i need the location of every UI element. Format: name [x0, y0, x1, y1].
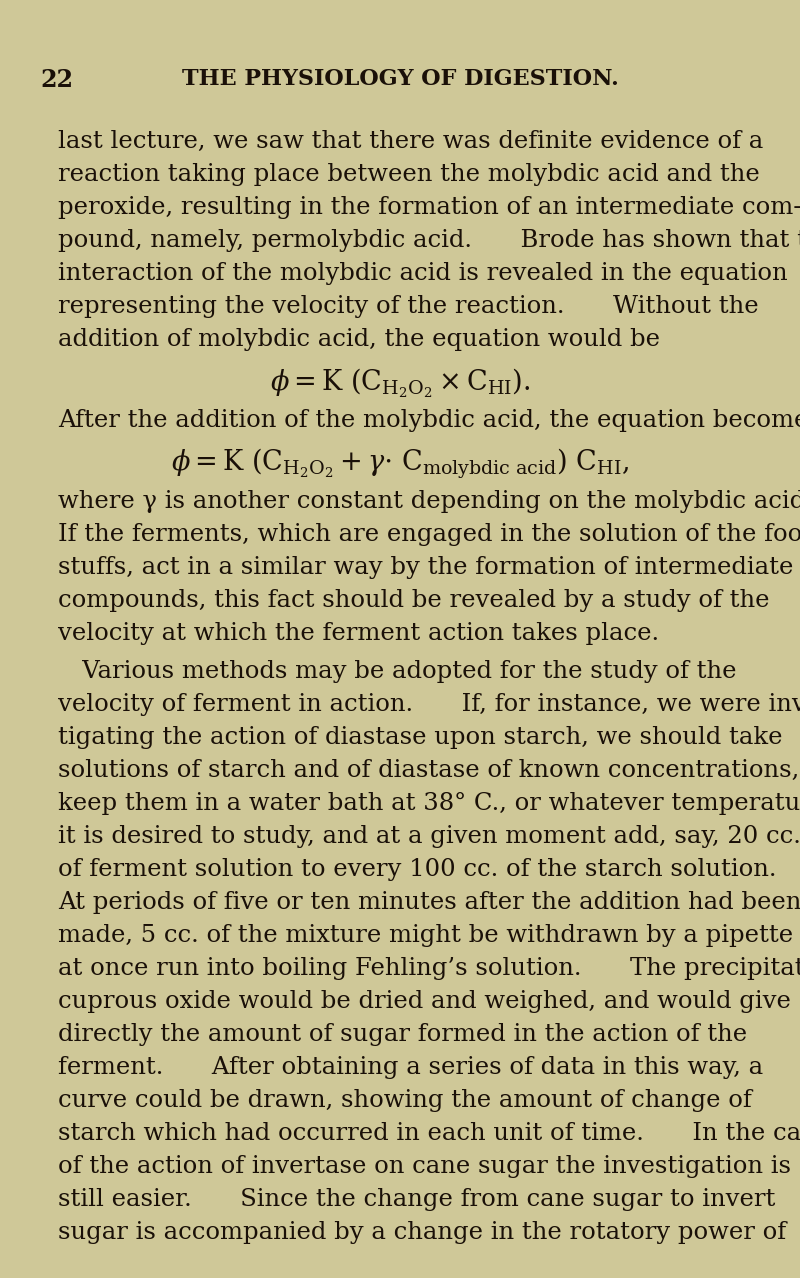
Text: $\phi = \mathrm{K}\ (\mathrm{C}_{\mathrm{H_{2}O_{2}}} + \gamma{\cdot}\ \mathrm{C: $\phi = \mathrm{K}\ (\mathrm{C}_{\mathrm…: [171, 447, 629, 482]
Text: last lecture, we saw that there was definite evidence of a: last lecture, we saw that there was defi…: [58, 130, 763, 153]
Text: interaction of the molybdic acid is revealed in the equation: interaction of the molybdic acid is reve…: [58, 262, 788, 285]
Text: of ferment solution to every 100 cc. of the starch solution.: of ferment solution to every 100 cc. of …: [58, 858, 777, 881]
Text: addition of molybdic acid, the equation would be: addition of molybdic acid, the equation …: [58, 328, 660, 351]
Text: Various methods may be adopted for the study of the: Various methods may be adopted for the s…: [58, 659, 737, 682]
Text: directly the amount of sugar formed in the action of the: directly the amount of sugar formed in t…: [58, 1022, 747, 1045]
Text: 22: 22: [40, 68, 73, 92]
Text: made, 5 cc. of the mixture might be withdrawn by a pipette and: made, 5 cc. of the mixture might be with…: [58, 924, 800, 947]
Text: If the ferments, which are engaged in the solution of the food-: If the ferments, which are engaged in th…: [58, 523, 800, 546]
Text: compounds, this fact should be revealed by a study of the: compounds, this fact should be revealed …: [58, 589, 770, 612]
Text: still easier.  Since the change from cane sugar to invert: still easier. Since the change from cane…: [58, 1189, 775, 1212]
Text: At periods of five or ten minutes after the addition had been: At periods of five or ten minutes after …: [58, 891, 800, 914]
Text: stuffs, act in a similar way by the formation of intermediate: stuffs, act in a similar way by the form…: [58, 556, 794, 579]
Text: where γ is another constant depending on the molybdic acid.: where γ is another constant depending on…: [58, 489, 800, 512]
Text: it is desired to study, and at a given moment add, say, 20 cc.: it is desired to study, and at a given m…: [58, 826, 800, 849]
Text: After the addition of the molybdic acid, the equation becomes: After the addition of the molybdic acid,…: [58, 409, 800, 432]
Text: solutions of starch and of diastase of known concentrations,: solutions of starch and of diastase of k…: [58, 759, 799, 782]
Text: ferment.  After obtaining a series of data in this way, a: ferment. After obtaining a series of dat…: [58, 1056, 763, 1079]
Text: peroxide, resulting in the formation of an intermediate com-: peroxide, resulting in the formation of …: [58, 196, 800, 219]
Text: velocity at which the ferment action takes place.: velocity at which the ferment action tak…: [58, 622, 659, 645]
Text: reaction taking place between the molybdic acid and the: reaction taking place between the molybd…: [58, 164, 760, 187]
Text: at once run into boiling Fehling’s solution.  The precipitated: at once run into boiling Fehling’s solut…: [58, 957, 800, 980]
Text: keep them in a water bath at 38° C., or whatever temperature: keep them in a water bath at 38° C., or …: [58, 792, 800, 815]
Text: THE PHYSIOLOGY OF DIGESTION.: THE PHYSIOLOGY OF DIGESTION.: [182, 68, 618, 89]
Text: curve could be drawn, showing the amount of change of: curve could be drawn, showing the amount…: [58, 1089, 752, 1112]
Text: cuprous oxide would be dried and weighed, and would give: cuprous oxide would be dried and weighed…: [58, 990, 791, 1013]
Text: velocity of ferment in action.  If, for instance, we were inves-: velocity of ferment in action. If, for i…: [58, 693, 800, 716]
Text: sugar is accompanied by a change in the rotatory power of: sugar is accompanied by a change in the …: [58, 1220, 786, 1243]
Text: starch which had occurred in each unit of time.  In the case: starch which had occurred in each unit o…: [58, 1122, 800, 1145]
Text: tigating the action of diastase upon starch, we should take: tigating the action of diastase upon sta…: [58, 726, 782, 749]
Text: pound, namely, permolybdic acid.  Brode has shown that the: pound, namely, permolybdic acid. Brode h…: [58, 229, 800, 252]
Text: $\phi = \mathrm{K}\ (\mathrm{C}_{\mathrm{H_{2}O_{2}}} \times \mathrm{C}_{\mathrm: $\phi = \mathrm{K}\ (\mathrm{C}_{\mathrm…: [270, 366, 530, 400]
Text: representing the velocity of the reaction.  Without the: representing the velocity of the reactio…: [58, 295, 758, 318]
Text: of the action of invertase on cane sugar the investigation is: of the action of invertase on cane sugar…: [58, 1155, 791, 1178]
